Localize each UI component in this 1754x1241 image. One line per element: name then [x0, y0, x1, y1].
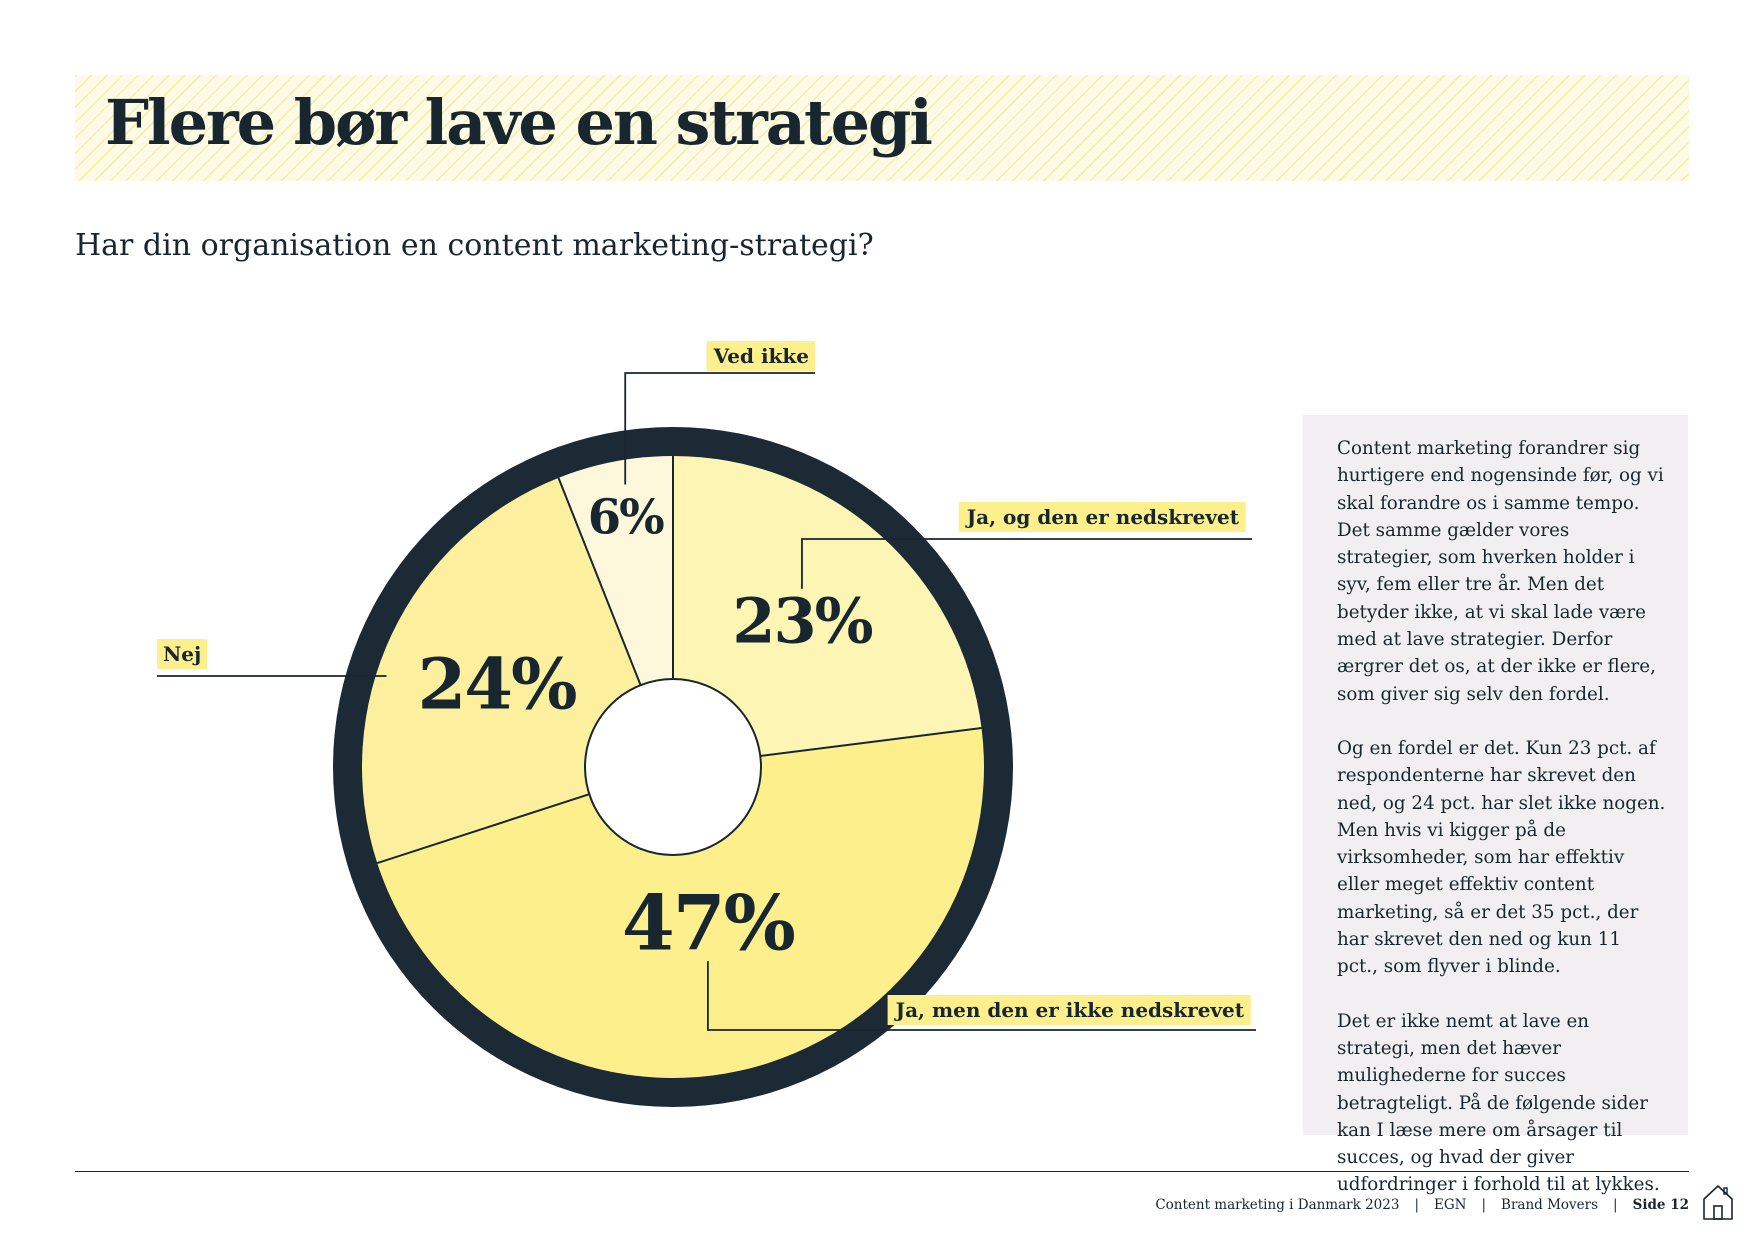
title-band [75, 75, 1689, 181]
pie-slice [673, 456, 982, 767]
leader-line [624, 372, 815, 485]
slice-value-label: 24% [418, 642, 576, 725]
slice-divider [376, 793, 590, 865]
slice-value-label: 23% [732, 584, 872, 657]
slice-divider [760, 727, 982, 757]
category-label-highlight [887, 995, 1251, 1025]
commentary-paragraph: Det er ikke nemt at lave en strategi, me… [1337, 1010, 1660, 1196]
category-label: Nej [163, 642, 201, 666]
category-label-highlight [706, 341, 815, 371]
slice-value-label: 47% [622, 879, 795, 968]
leader-line [707, 961, 1256, 1031]
category-label: Ja, men den er ikke nedskrevet [894, 998, 1245, 1022]
page-number: Side 12 [1632, 1197, 1689, 1213]
footer-publication: Content marketing i Danmark 2023 [1155, 1197, 1400, 1213]
footer-separator: | [1613, 1197, 1618, 1213]
category-label: Ved ikke [713, 344, 809, 368]
leader-line [801, 538, 1252, 589]
donut-center-hole [584, 678, 762, 856]
slice-divider [557, 477, 642, 686]
slice-value-label: 6% [588, 489, 664, 545]
page-title: Flere bør lave en strategi [105, 86, 933, 159]
footer-org-egn: EGN [1434, 1197, 1467, 1213]
footer-separator: | [1481, 1197, 1487, 1213]
commentary-sidebar: Content marketing forandrer sig hurtiger… [1303, 415, 1688, 1195]
category-label-highlight [157, 639, 208, 669]
footer-org-brand-movers: Brand Movers [1501, 1197, 1599, 1213]
chart-question: Har din organisation en content marketin… [75, 228, 874, 263]
footer: Content marketing i Danmark 2023 | EGN |… [1155, 1197, 1689, 1213]
footer-divider [75, 1171, 1689, 1172]
pie-slice [377, 728, 984, 1078]
commentary-paragraph: Content marketing forandrer sig hurtiger… [1337, 438, 1664, 705]
footer-separator: | [1414, 1197, 1420, 1213]
commentary-paragraph: Og en fordel er det. Kun 23 pct. af resp… [1337, 737, 1666, 978]
home-icon[interactable] [1701, 1182, 1735, 1222]
category-label-highlight [958, 502, 1246, 532]
category-label: Ja, og den er nedskrevet [965, 505, 1240, 529]
donut-chart: 23% 47% 24% 6% Ja, og den er nedskrevet Ja, m… [157, 341, 1256, 1107]
